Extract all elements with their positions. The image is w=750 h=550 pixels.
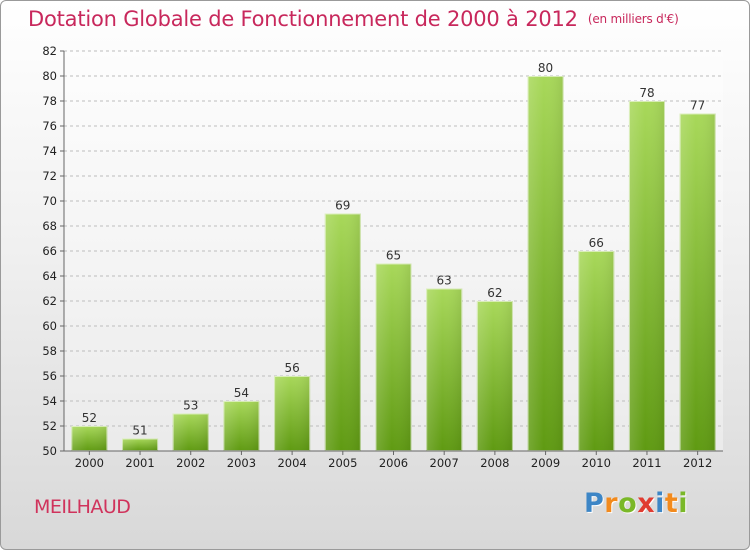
data-label: 51 — [132, 424, 147, 438]
y-tick-label: 72 — [42, 169, 57, 183]
axis-layer: 50 52 54 56 58 60 62 64 66 68 70 72 74 76 78 80 82 2000 20… — [42, 44, 723, 470]
data-label: 77 — [690, 99, 705, 113]
y-tick-label: 54 — [42, 394, 57, 408]
bar-highlight — [476, 301, 513, 451]
city-name: MEILHAUD — [34, 496, 131, 518]
x-tick-label: 2003 — [227, 456, 256, 470]
x-tick-label: 2005 — [328, 456, 357, 470]
y-tick-label: 80 — [42, 69, 57, 83]
bar-highlight — [324, 213, 361, 451]
x-tick-label: 2000 — [75, 456, 104, 470]
y-tick-label: 74 — [42, 144, 57, 158]
proxiti-logo: Proxiti — [584, 488, 688, 519]
x-tick-label: 2011 — [632, 456, 661, 470]
y-tick-label: 64 — [42, 269, 57, 283]
bar-highlight — [223, 401, 260, 451]
logo-letter: o — [618, 488, 638, 519]
bar-highlight — [679, 113, 716, 451]
logo-letter: i — [655, 488, 665, 519]
data-label: 80 — [538, 61, 553, 75]
y-tick-label: 82 — [42, 44, 57, 58]
x-tick-label: 2008 — [480, 456, 509, 470]
bar-highlight — [274, 376, 311, 451]
data-label: 66 — [589, 236, 604, 250]
x-tick-label: 2004 — [277, 456, 306, 470]
bar-highlight — [172, 413, 209, 451]
data-label: 62 — [487, 286, 502, 300]
x-tick-label: 2012 — [683, 456, 712, 470]
bar-highlight — [628, 101, 665, 451]
y-tick-label: 78 — [42, 94, 57, 108]
bar-highlight — [71, 426, 108, 451]
data-label: 69 — [335, 199, 350, 213]
y-tick-label: 52 — [42, 419, 57, 433]
data-label: 56 — [284, 361, 299, 375]
data-label: 54 — [234, 386, 249, 400]
x-tick-label: 2006 — [379, 456, 408, 470]
bar-highlight — [578, 251, 615, 451]
y-tick-label: 66 — [42, 244, 57, 258]
y-tick-label: 76 — [42, 119, 57, 133]
y-tick-label: 58 — [42, 344, 57, 358]
x-tick-label: 2002 — [176, 456, 205, 470]
bar-layer: 52 51 53 54 56 69 65 63 62 80 66 78 77 — [71, 61, 716, 451]
y-tick-label: 50 — [42, 444, 57, 458]
logo-letter: P — [584, 488, 605, 519]
bar-highlight — [527, 76, 564, 451]
title-text: Dotation Globale de Fonctionnement de 20… — [28, 7, 578, 31]
bar-highlight — [122, 438, 159, 451]
logo-letter: i — [678, 488, 689, 519]
data-label: 65 — [386, 249, 401, 263]
x-tick-label: 2001 — [125, 456, 154, 470]
logo-letter: r — [604, 488, 619, 519]
bar-highlight — [426, 288, 463, 451]
data-label: 52 — [82, 411, 97, 425]
data-label: 63 — [437, 274, 452, 288]
y-tick-label: 60 — [42, 319, 57, 333]
logo-letter: x — [637, 488, 656, 519]
y-tick-label: 68 — [42, 219, 57, 233]
unit-note: (en milliers d'€) — [587, 12, 679, 26]
y-tick-label: 56 — [42, 369, 57, 383]
data-label: 78 — [639, 86, 654, 100]
chart-title: Dotation Globale de Fonctionnement de 20… — [28, 7, 679, 31]
x-tick-label: 2010 — [582, 456, 611, 470]
x-tick-label: 2009 — [531, 456, 560, 470]
logo-letter: t — [664, 488, 679, 519]
y-tick-label: 62 — [42, 294, 57, 308]
y-tick-label: 70 — [42, 194, 57, 208]
data-label: 53 — [183, 399, 198, 413]
x-tick-label: 2007 — [430, 456, 459, 470]
bar-highlight — [375, 263, 412, 451]
